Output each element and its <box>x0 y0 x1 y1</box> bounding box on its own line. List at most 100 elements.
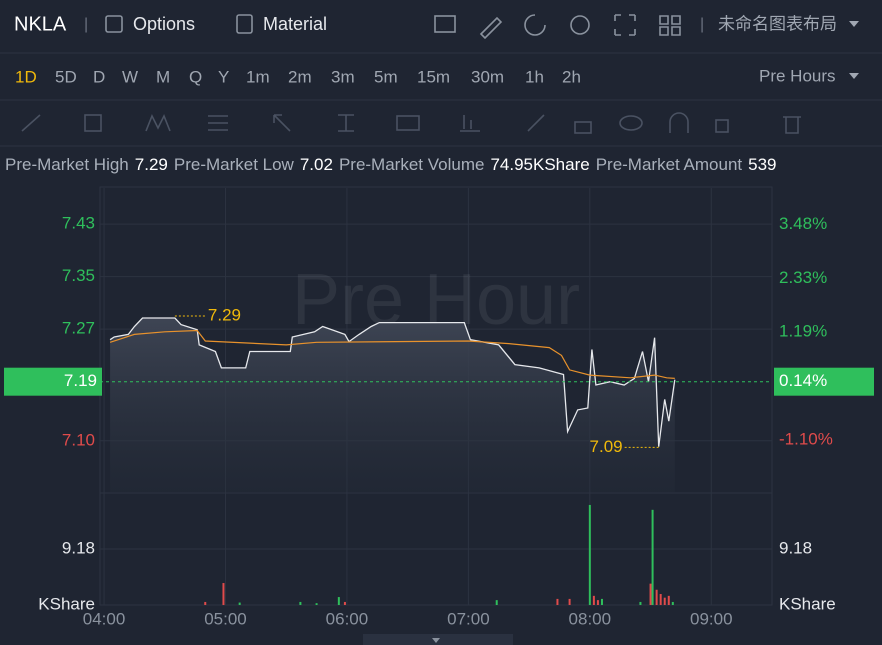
tool-rect[interactable] <box>84 114 102 132</box>
tool-text[interactable] <box>396 115 420 131</box>
stats-row: Pre-Market High 7.29 Pre-Market Low 7.02 Pre… <box>5 155 777 174</box>
volume-bar <box>659 594 662 605</box>
volume-bar <box>222 583 225 605</box>
volume-bar <box>667 595 670 605</box>
volume-bar <box>600 598 603 605</box>
separator: | <box>700 16 704 33</box>
tool-layers[interactable] <box>715 119 729 133</box>
x-tick-label: 08:00 <box>569 609 612 628</box>
timeframe[interactable]: 1D <box>15 67 37 86</box>
timeframe[interactable]: M <box>156 67 170 86</box>
dropdown-arrow <box>849 21 859 27</box>
price-line <box>109 329 675 379</box>
volume-bar <box>655 589 658 605</box>
y2-tick-label: -1.10% <box>779 430 833 449</box>
price-area <box>110 318 675 492</box>
icon-indicator[interactable] <box>434 15 456 33</box>
volume-bar <box>568 598 571 605</box>
tool-wave[interactable] <box>145 114 171 132</box>
volume-bar <box>238 602 241 605</box>
plot-frame <box>99 186 773 606</box>
volume-bar <box>204 601 207 605</box>
last-change-label: 0.14% <box>779 371 827 390</box>
annotation-label: 7.09 <box>590 437 623 456</box>
volume-bar <box>592 595 595 605</box>
volume-bar <box>495 600 498 605</box>
icon-settings[interactable] <box>570 15 590 35</box>
x-tick-label: 09:00 <box>690 609 733 628</box>
tool-pen[interactable] <box>527 114 545 132</box>
volume-unit: KShare <box>38 594 95 613</box>
timeframe[interactable]: 3m <box>331 67 355 86</box>
timeframe[interactable]: 1m <box>246 67 270 86</box>
material-icon[interactable] <box>236 14 253 34</box>
volume-bar <box>337 597 340 605</box>
timeframe[interactable]: Y <box>218 67 229 86</box>
stat-value: 539 <box>748 155 776 174</box>
tool-eye[interactable] <box>619 115 643 131</box>
volume-bar <box>556 598 559 605</box>
separator: | <box>84 16 88 33</box>
volume-bar <box>588 504 591 605</box>
volume-bar <box>639 601 642 605</box>
timeframe[interactable]: D <box>93 67 105 86</box>
timeframe[interactable]: 1h <box>525 67 544 86</box>
last-price-label: 7.19 <box>64 371 97 390</box>
volume-bar <box>315 603 318 605</box>
timeframe[interactable]: 30m <box>471 67 504 86</box>
volume-bar <box>343 601 346 605</box>
stat-label: Pre-Market High <box>5 155 129 174</box>
annotation-label: 7.29 <box>208 306 241 325</box>
tool-measure[interactable] <box>338 114 354 132</box>
stat-label: Pre-Market Amount <box>596 155 743 174</box>
symbol[interactable]: NKLA <box>14 13 67 35</box>
last-price-tag <box>4 367 102 396</box>
y-tick-label: 7.10 <box>62 430 95 449</box>
timeframe[interactable]: 2m <box>288 67 312 86</box>
y-tick-label: 7.43 <box>62 214 95 233</box>
drawing-tools <box>21 112 801 134</box>
y2-tick-label: 2.33% <box>779 268 827 287</box>
options-button[interactable]: Options <box>133 14 195 34</box>
toolbar-icons <box>434 14 681 40</box>
volume-unit: KShare <box>779 594 836 613</box>
tool-magnet[interactable] <box>669 112 689 133</box>
volume-bar <box>651 509 654 605</box>
timeframe[interactable]: W <box>122 67 138 86</box>
price-line <box>109 317 676 447</box>
timeframe[interactable]: 5m <box>374 67 398 86</box>
tool-fib[interactable] <box>208 115 228 131</box>
x-tick-label: 05:00 <box>204 609 247 628</box>
icon-draw[interactable] <box>479 16 503 40</box>
stat-value: 7.29 <box>135 155 168 174</box>
tool-lock[interactable] <box>574 121 592 134</box>
volume-bar <box>596 600 599 605</box>
tool-chart[interactable] <box>460 115 480 132</box>
icon-fullscreen[interactable] <box>614 14 636 36</box>
timeframe[interactable]: 2h <box>562 67 581 86</box>
timeframe[interactable]: 15m <box>417 67 450 86</box>
tool-line[interactable] <box>21 114 41 132</box>
volume-bar <box>299 601 302 605</box>
last-change-tag <box>774 367 874 396</box>
stat-label: Pre-Market Volume <box>339 155 485 174</box>
layout-name[interactable]: 未命名图表布局 <box>718 14 837 33</box>
stat-value: 74.95KShare <box>490 155 589 174</box>
x-tick-label: 06:00 <box>326 609 369 628</box>
dropdown-arrow <box>849 73 859 79</box>
icon-refresh[interactable] <box>524 14 546 36</box>
tool-arrow[interactable] <box>273 114 291 132</box>
y2-tick-label: 1.19% <box>779 322 827 341</box>
scroll-arrow <box>432 638 440 643</box>
tool-delete[interactable] <box>783 116 801 134</box>
material-button[interactable]: Material <box>263 14 327 34</box>
y2-tick-label: 3.48% <box>779 214 827 233</box>
session-select[interactable]: Pre Hours <box>759 66 836 85</box>
icon-layout[interactable] <box>659 15 681 36</box>
options-icon[interactable] <box>105 15 123 33</box>
timeframe[interactable]: Q <box>189 67 202 86</box>
timeframe[interactable]: 5D <box>55 67 77 86</box>
volume-tick-label: 9.18 <box>62 538 95 557</box>
